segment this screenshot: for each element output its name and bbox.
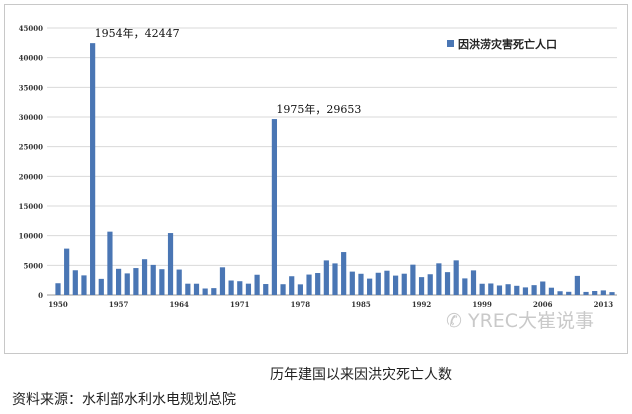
bar-1991: [410, 264, 416, 295]
bar-2011: [583, 291, 589, 295]
bar-1974: [263, 284, 269, 295]
bar-2009: [566, 291, 572, 295]
bar-1971: [237, 281, 243, 295]
bar-1959: [133, 268, 139, 295]
figure-caption: 历年建国以来因洪灾死亡人数: [270, 367, 452, 383]
y-tick-label: 5000: [24, 261, 44, 270]
bar-2004: [522, 287, 529, 295]
bar-2002: [505, 284, 511, 295]
bar-1957: [115, 268, 122, 295]
bar-1960: [141, 259, 148, 295]
bar-1988: [384, 270, 390, 295]
x-tick-label: 1957: [109, 300, 129, 309]
data-label-1975: 1975年，29653: [276, 102, 361, 116]
bar-2001: [496, 285, 503, 295]
watermark: ✆ YREC大崔说事: [446, 306, 594, 333]
bar-1999: [479, 283, 485, 295]
data-label-1954: 1954年，42447: [95, 26, 180, 40]
bar-2003: [514, 285, 520, 295]
bar-2014: [609, 292, 615, 295]
x-tick-label: 1971: [230, 300, 250, 309]
bar-1972: [245, 283, 252, 295]
y-tick-label: 45000: [19, 24, 43, 33]
bar-1980: [315, 273, 321, 295]
bar-1996: [453, 260, 459, 295]
bar-chart: 0 5000 10000 15000 20000 25000 30000 35000 40000…: [19, 24, 617, 309]
x-tick-label: 1999: [472, 300, 492, 309]
bar-1956: [107, 231, 113, 295]
bar-1987: [375, 272, 381, 295]
bar-1985: [358, 273, 364, 295]
bar-1998: [470, 270, 477, 295]
bar-1983: [341, 252, 347, 295]
bar-1963: [167, 233, 174, 295]
bar-1968: [211, 288, 217, 295]
bar-1958: [124, 273, 130, 295]
bar-1952: [72, 270, 78, 295]
y-tick-label: 30000: [19, 113, 43, 122]
bar-1993: [427, 274, 433, 295]
y-tick-label: 15000: [19, 202, 43, 211]
bar-1961: [150, 264, 156, 295]
x-tick-label: 1950: [48, 300, 68, 309]
x-tick-label: 2013: [594, 300, 614, 309]
x-tick-label: 1985: [351, 300, 371, 309]
bar-1964: [176, 269, 182, 295]
y-tick-label: 0: [38, 291, 43, 300]
bar-1995: [444, 272, 451, 295]
bar-1992: [418, 277, 425, 295]
bar-1955: [98, 278, 104, 295]
y-tick-label: 10000: [19, 232, 43, 241]
bar-1965: [185, 283, 191, 295]
bar-2007: [548, 287, 555, 295]
bar-1978: [297, 284, 303, 295]
bar-1967: [202, 288, 208, 295]
bar-2006: [540, 281, 546, 295]
bar-2000: [488, 283, 494, 295]
bar-1966: [193, 283, 200, 295]
bar-1986: [367, 278, 373, 295]
bar-1977: [289, 276, 295, 295]
source-note: 资料来源：水利部水利水电规划总院: [12, 392, 236, 408]
bar-1997: [462, 278, 468, 295]
chart-frame: 0 5000 10000 15000 20000 25000 30000 35000 40000…: [4, 4, 628, 354]
x-tick-label: 1992: [412, 300, 432, 309]
bar-1962: [159, 269, 165, 295]
bar-1970: [228, 280, 234, 295]
bar-1951: [64, 248, 70, 295]
x-tick-label: 1964: [169, 300, 189, 309]
bar-1984: [349, 271, 355, 295]
bar-1990: [401, 273, 407, 295]
bar-2013: [600, 290, 606, 295]
bar-1976: [280, 284, 286, 295]
x-tick-label: 2006: [533, 300, 553, 309]
watermark-text: YREC大崔说事: [467, 310, 595, 332]
bar-1994: [436, 263, 442, 295]
bar-1979: [306, 274, 312, 295]
bar-1969: [219, 267, 226, 295]
bar-1981: [323, 260, 329, 295]
y-tick-label: 25000: [19, 143, 43, 152]
bar-2008: [557, 291, 563, 295]
bar-2010: [574, 275, 580, 295]
bar-1989: [392, 275, 399, 295]
bar-1982: [332, 263, 338, 295]
bar-2005: [531, 285, 537, 295]
bar-1954: [90, 43, 96, 296]
bar-1975: [271, 119, 278, 295]
legend-swatch: [447, 40, 454, 47]
y-tick-label: 40000: [19, 54, 43, 63]
y-tick-label: 35000: [19, 83, 43, 92]
legend-label: 因洪涝灾害死亡人口: [458, 37, 557, 51]
bar-1973: [254, 274, 260, 295]
wechat-icon: ✆: [446, 310, 468, 332]
y-tick-label: 20000: [19, 172, 43, 181]
x-tick-label: 1978: [291, 300, 311, 309]
bar-1950: [55, 283, 61, 295]
bar-2012: [592, 291, 598, 295]
bar-1953: [81, 275, 87, 295]
